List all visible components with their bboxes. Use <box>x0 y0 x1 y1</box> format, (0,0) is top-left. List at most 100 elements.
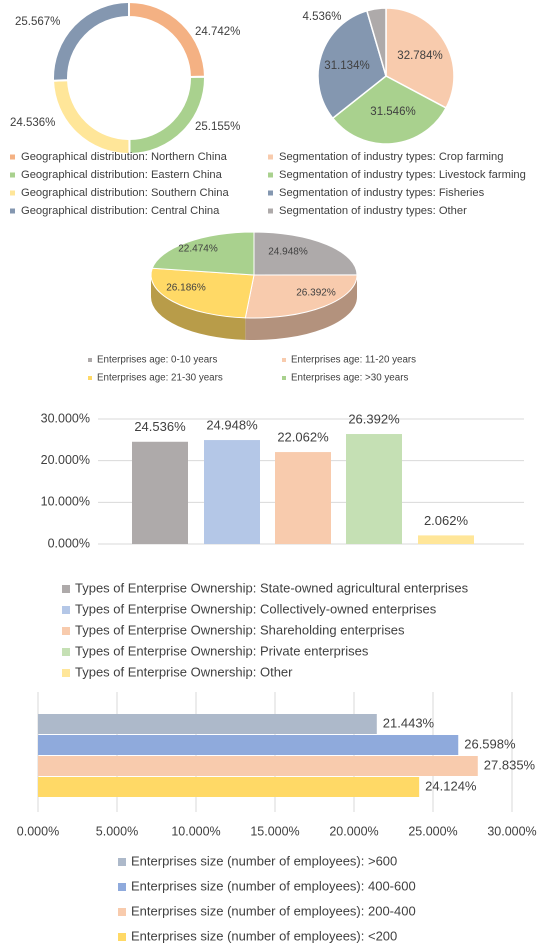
legend-swatch <box>282 376 286 380</box>
donut-legend: Geographical distribution: Northern Chin… <box>10 151 229 217</box>
data-label: 32.784% <box>397 50 442 62</box>
pie3d-chart: 24.948% 26.392% 26.186% 22.474% <box>150 231 358 340</box>
y-tick-label: 10.000% <box>41 495 90 509</box>
x-tick-label: 10.000% <box>171 824 220 838</box>
legend-swatch <box>118 883 126 891</box>
legend-label: Enterprises size (number of employees): … <box>131 903 416 918</box>
pie-slice <box>317 9 387 120</box>
legend-swatch <box>268 208 273 214</box>
bar <box>38 714 377 734</box>
legend-swatch <box>10 172 15 178</box>
legend-label: Types of Enterprise Ownership: Sharehold… <box>75 622 405 637</box>
legend-swatch <box>10 208 15 214</box>
x-tick-label: 30.000% <box>487 824 536 838</box>
legend-label: Enterprises size (number of employees): … <box>131 928 397 943</box>
data-label: 24.948% <box>206 417 258 432</box>
legend-label: Enterprises age: 21-30 years <box>97 373 223 384</box>
pie3d-side <box>151 275 246 340</box>
data-label: 24.536% <box>10 117 55 129</box>
legend-swatch <box>10 190 15 196</box>
legend-label: Geographical distribution: Eastern China <box>21 169 223 181</box>
donut-slice <box>128 0 207 79</box>
data-label: 21.443% <box>383 715 435 730</box>
bar <box>38 735 459 755</box>
bar <box>132 441 188 544</box>
pie-slice <box>365 7 387 77</box>
legend-label: Geographical distribution: Northern Chin… <box>21 151 228 163</box>
donut-slice <box>128 75 206 156</box>
legend-swatch <box>268 190 273 196</box>
data-label: 31.546% <box>370 106 415 118</box>
donut-slice <box>52 79 131 155</box>
hbar-legend: Enterprises size (number of employees): … <box>118 853 416 943</box>
y-tick-label: 30.000% <box>41 411 90 425</box>
data-label: 31.134% <box>324 60 369 72</box>
pie-slice <box>331 75 448 145</box>
bar-legend: Types of Enterprise Ownership: State-own… <box>62 580 469 679</box>
data-label: 22.474% <box>178 244 218 255</box>
legend-label: Geographical distribution: Central China <box>21 205 220 217</box>
pie-slice <box>385 7 455 109</box>
data-label: 26.392% <box>348 411 400 426</box>
data-label: 24.742% <box>195 26 240 38</box>
x-tick-label: 20.000% <box>329 824 378 838</box>
pie-chart: 32.784% 31.546% 31.134% 4.536% <box>302 7 455 145</box>
bar <box>346 434 402 544</box>
legend-swatch <box>118 933 126 941</box>
legend-swatch <box>88 358 92 362</box>
data-label: 24.124% <box>425 778 477 793</box>
data-label: 26.392% <box>296 288 336 299</box>
bar <box>204 440 260 544</box>
data-label: 26.598% <box>464 736 516 751</box>
pie3d-side <box>245 275 357 340</box>
legend-label: Enterprises size (number of employees): … <box>131 853 397 868</box>
legend-label: Types of Enterprise Ownership: Private e… <box>75 643 369 658</box>
bar <box>38 777 420 797</box>
legend-label: Enterprises age: 0-10 years <box>97 355 217 366</box>
data-label: 22.062% <box>277 430 329 445</box>
data-label: 25.567% <box>15 16 60 28</box>
pie-legend: Segmentation of industry types: Crop far… <box>268 151 526 217</box>
legend-swatch <box>282 358 286 362</box>
legend-swatch <box>118 908 126 916</box>
bar <box>418 535 474 544</box>
data-label: 2.062% <box>424 513 469 528</box>
data-label: 26.186% <box>166 283 206 294</box>
x-tick-label: 0.000% <box>17 824 59 838</box>
legend-label: Segmentation of industry types: Fisherie… <box>279 187 485 199</box>
legend-label: Types of Enterprise Ownership: Other <box>75 664 293 679</box>
x-tick-label: 5.000% <box>96 824 138 838</box>
pie3d-slice <box>150 267 255 319</box>
donut-chart: 24.742% 25.155% 24.536% 25.567% <box>10 0 240 156</box>
legend-label: Geographical distribution: Southern Chin… <box>21 187 229 199</box>
data-label: 24.948% <box>268 247 308 258</box>
donut-slice <box>52 0 130 82</box>
legend-swatch <box>62 585 70 593</box>
legend-label: Enterprises age: >30 years <box>291 373 408 384</box>
data-label: 27.835% <box>484 757 536 772</box>
legend-label: Segmentation of industry types: Livestoc… <box>279 169 526 181</box>
pie3d-slice <box>151 231 255 276</box>
x-tick-label: 15.000% <box>250 824 299 838</box>
legend-label: Types of Enterprise Ownership: State-own… <box>75 580 469 595</box>
bar-chart: 0.000% 10.000% 20.000% 30.000% 24.536% 24.948… <box>41 411 524 550</box>
legend-label: Segmentation of industry types: Other <box>279 205 467 217</box>
legend-swatch <box>62 606 70 614</box>
pie3d-slice <box>244 274 358 319</box>
legend-swatch <box>62 648 70 656</box>
legend-swatch <box>88 376 92 380</box>
legend-swatch <box>10 154 15 160</box>
bar <box>38 756 478 776</box>
data-label: 4.536% <box>302 11 341 23</box>
hbar-chart: 0.000% 5.000% 10.000% 15.000% 20.000% 25.000%… <box>17 692 537 838</box>
pie3d-slice <box>253 231 358 276</box>
x-tick-label: 25.000% <box>408 824 457 838</box>
legend-swatch <box>268 154 273 160</box>
legend-swatch <box>268 172 273 178</box>
legend-label: Enterprises age: 11-20 years <box>291 355 416 366</box>
legend-label: Types of Enterprise Ownership: Collectiv… <box>75 601 437 616</box>
y-tick-label: 20.000% <box>41 453 90 467</box>
legend-label: Enterprises size (number of employees): … <box>131 878 416 893</box>
bar <box>275 452 331 544</box>
